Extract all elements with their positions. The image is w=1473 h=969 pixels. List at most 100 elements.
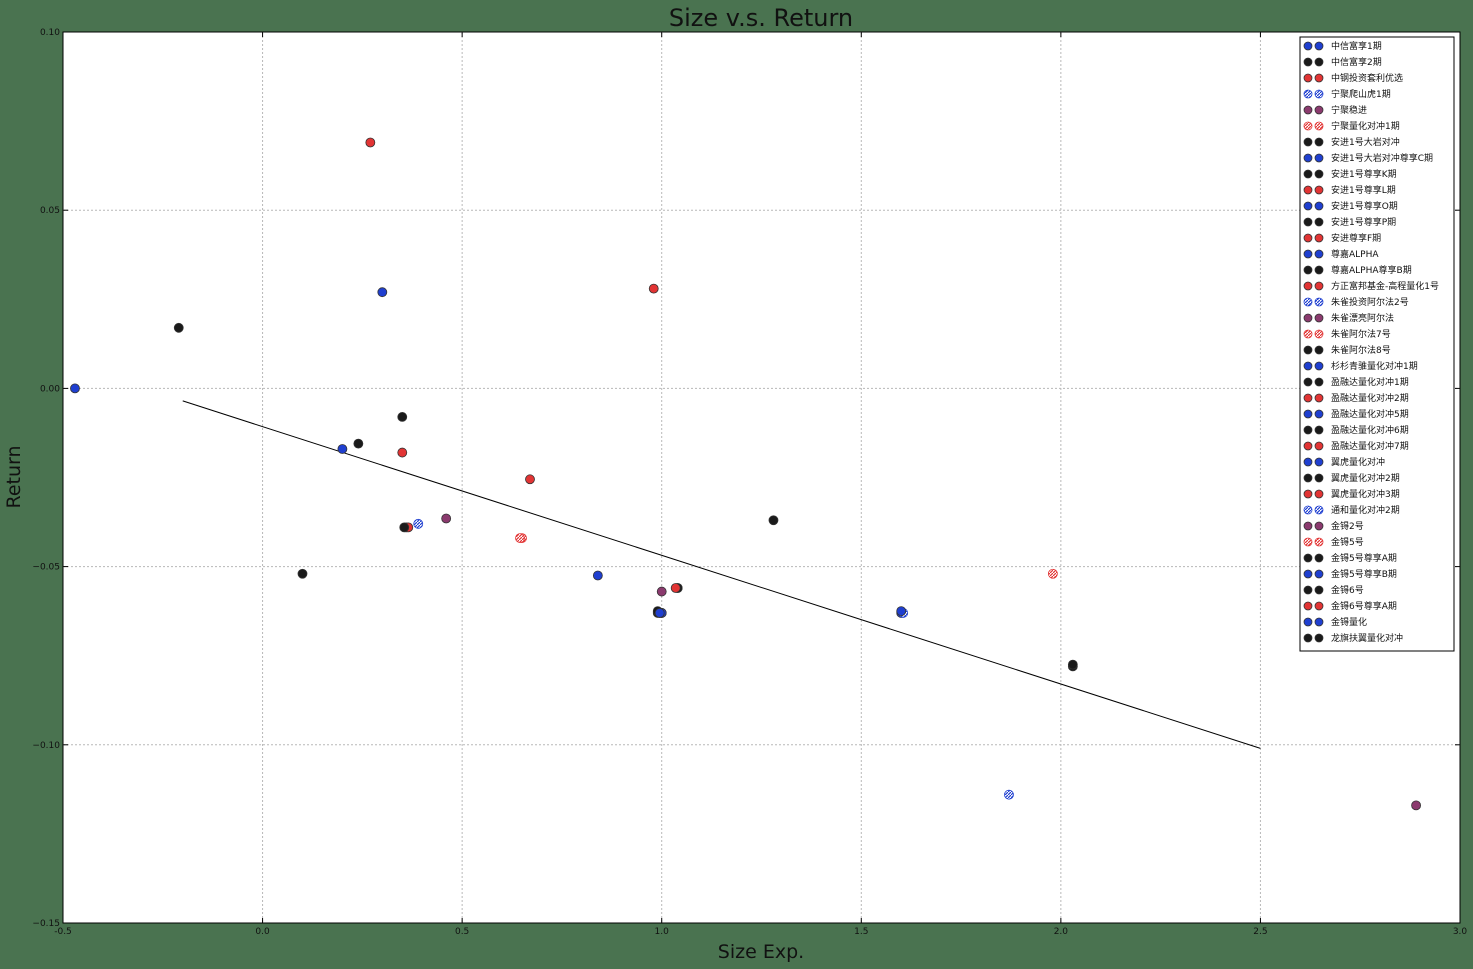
scatter-point xyxy=(896,606,907,617)
scatter-point xyxy=(1067,659,1078,670)
legend-marker xyxy=(1303,185,1313,195)
legend-marker xyxy=(1314,89,1324,99)
legend-entry: 金锝量化 xyxy=(1331,616,1367,628)
legend-marker xyxy=(1314,537,1324,547)
legend-entry: 朱雀投资阿尔法2号 xyxy=(1331,296,1409,308)
y-tick-label: −0.05 xyxy=(32,563,60,573)
legend-marker xyxy=(1314,313,1324,323)
legend-entry: 中信富享1期 xyxy=(1331,40,1382,52)
legend-marker xyxy=(1303,489,1313,499)
y-tick-label: −0.10 xyxy=(32,741,60,751)
legend-marker xyxy=(1314,457,1324,467)
legend-entry: 中钢投资套利优选 xyxy=(1331,72,1403,84)
legend-marker xyxy=(1303,249,1313,259)
legend-entry: 朱雀漂亮阿尔法 xyxy=(1331,312,1394,324)
y-tick-label: 0.00 xyxy=(40,384,60,394)
legend-entry: 翼虎量化对冲3期 xyxy=(1331,488,1400,500)
legend-marker xyxy=(1314,217,1324,227)
x-tick-label: 0.5 xyxy=(455,927,469,937)
legend-entry: 翼虎量化对冲2期 xyxy=(1331,472,1400,484)
legend-entry: 安进1号尊享L期 xyxy=(1331,184,1396,196)
legend-entry: 杉杉青骓量化对冲1期 xyxy=(1331,360,1418,372)
legend-marker xyxy=(1314,425,1324,435)
x-tick-label: 2.0 xyxy=(1054,927,1069,937)
x-tick-label: 2.5 xyxy=(1253,927,1267,937)
legend-marker xyxy=(1314,73,1324,83)
legend-entry: 金锝5号 xyxy=(1331,536,1364,548)
trend-line xyxy=(182,400,1261,749)
scatter-point xyxy=(413,518,424,529)
legend-entry: 安进1号大岩对冲 xyxy=(1331,136,1400,148)
legend-marker xyxy=(1303,505,1313,515)
scatter-point xyxy=(70,383,80,394)
legend-marker xyxy=(1303,425,1313,435)
scatter-point xyxy=(515,533,525,543)
legend-box xyxy=(1299,36,1455,652)
legend-marker xyxy=(1314,105,1324,115)
legend-entry: 金锝5号尊享B期 xyxy=(1331,568,1397,580)
legend-marker xyxy=(1314,329,1324,339)
legend-entry: 龙旗扶翼量化对冲 xyxy=(1331,632,1403,644)
legend-marker xyxy=(1303,169,1313,179)
legend-entry: 金锝6号尊享A期 xyxy=(1331,600,1397,612)
legend-marker xyxy=(1314,153,1324,163)
legend-marker xyxy=(1303,73,1313,83)
scatter-point xyxy=(1004,789,1014,800)
legend-entry: 朱雀阿尔法8号 xyxy=(1331,344,1391,356)
legend-marker xyxy=(1303,281,1313,291)
x-tick-label: 3.0 xyxy=(1453,927,1468,937)
legend-marker xyxy=(1303,585,1313,595)
legend-entry: 安进1号尊享P期 xyxy=(1331,216,1396,228)
legend-marker xyxy=(1314,393,1324,403)
legend-marker xyxy=(1314,617,1324,627)
legend-marker xyxy=(1314,505,1324,515)
legend-marker xyxy=(1303,617,1313,627)
legend-marker xyxy=(1303,345,1313,355)
legend-marker xyxy=(1314,553,1324,563)
scatter-point xyxy=(297,568,308,579)
grid-lines xyxy=(63,32,1460,923)
legend-entry: 翼虎量化对冲 xyxy=(1331,456,1385,468)
legend-marker xyxy=(1314,137,1324,147)
legend-marker xyxy=(1303,569,1313,579)
legend-entry: 尊嘉ALPHA xyxy=(1331,248,1379,260)
scatter-point xyxy=(654,608,665,618)
legend-marker xyxy=(1314,265,1324,275)
legend-marker xyxy=(1303,633,1313,643)
scatter-point xyxy=(397,447,408,458)
x-tick-label: 0.0 xyxy=(255,927,270,937)
legend-marker xyxy=(1303,521,1313,531)
x-tick-label: 1.0 xyxy=(655,927,670,937)
legend-entry: 盈融达量化对冲6期 xyxy=(1331,424,1409,436)
axis-ticks: -0.5 0.0 0.5 1.0 1.5 2.0 2.5 3.0 0.10 0.05 0.00 −0.… xyxy=(32,28,1467,937)
legend-entry: 朱雀阿尔法7号 xyxy=(1331,328,1391,340)
legend-marker xyxy=(1303,473,1313,483)
legend-marker xyxy=(1303,409,1313,419)
y-axis-label: Return xyxy=(3,445,25,508)
legend-marker xyxy=(1314,361,1324,371)
legend-entry: 盈融达量化对冲1期 xyxy=(1331,376,1409,388)
legend-marker xyxy=(1314,345,1324,355)
legend-entry: 盈融达量化对冲2期 xyxy=(1331,392,1409,404)
legend-entry: 金锝5号尊享A期 xyxy=(1331,552,1397,564)
legend-marker xyxy=(1303,361,1313,371)
legend-marker xyxy=(1303,553,1313,563)
scatter-point xyxy=(173,322,184,333)
legend-marker xyxy=(1303,537,1313,547)
legend-marker xyxy=(1303,153,1313,163)
legend-entry: 安进1号大岩对冲尊享C期 xyxy=(1331,152,1433,164)
legend-marker xyxy=(1303,457,1313,467)
legend-marker xyxy=(1314,169,1324,179)
legend-marker xyxy=(1314,569,1324,579)
scatter-point xyxy=(353,438,364,449)
legend-marker xyxy=(1314,377,1324,387)
scatter-point xyxy=(592,570,603,581)
legend-marker xyxy=(1314,297,1324,307)
legend-marker xyxy=(1314,121,1324,131)
legend-marker xyxy=(1314,441,1324,451)
legend-marker xyxy=(1303,89,1313,99)
legend-marker xyxy=(1303,329,1313,339)
legend-entry: 安进尊享F期 xyxy=(1331,232,1381,244)
y-tick-label: −0.15 xyxy=(32,919,60,929)
legend-entry: 安进1号尊享O期 xyxy=(1331,200,1398,212)
